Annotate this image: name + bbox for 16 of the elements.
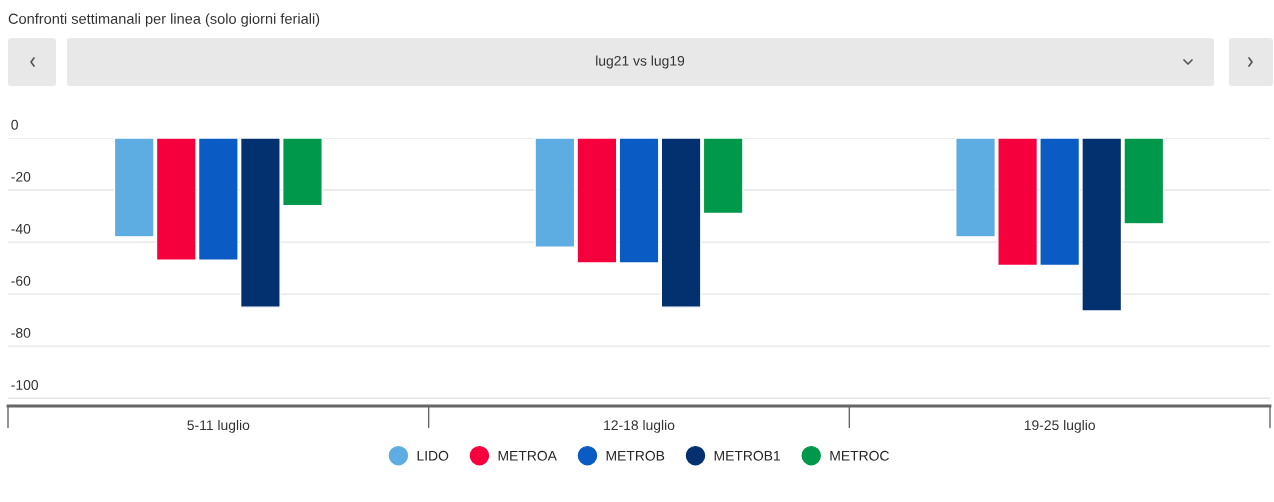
x-tick-label: 12-18 luglio	[604, 419, 675, 433]
legend-label: METROB	[606, 450, 665, 461]
y-tick-label: -80	[11, 328, 31, 338]
legend-label: METROA	[498, 450, 557, 461]
x-tick-label: 5-11 luglio	[187, 419, 250, 433]
legend-label: LIDO	[417, 450, 449, 461]
chart-subtitle: lug21 vs lug19	[596, 55, 685, 69]
y-tick-label: -60	[11, 275, 31, 286]
y-tick-label: -40	[11, 223, 31, 234]
y-tick-label: -100	[11, 380, 39, 390]
legend-label: METROC	[830, 450, 889, 461]
chart-title: Confronti settimanali per linea (solo giorni feriali)	[8, 13, 320, 27]
legend-label: METROB1	[714, 450, 781, 461]
x-tick-label: 19-25 luglio	[1024, 419, 1095, 433]
y-tick-label: -20	[11, 171, 31, 182]
y-tick-label: 0	[11, 119, 18, 130]
